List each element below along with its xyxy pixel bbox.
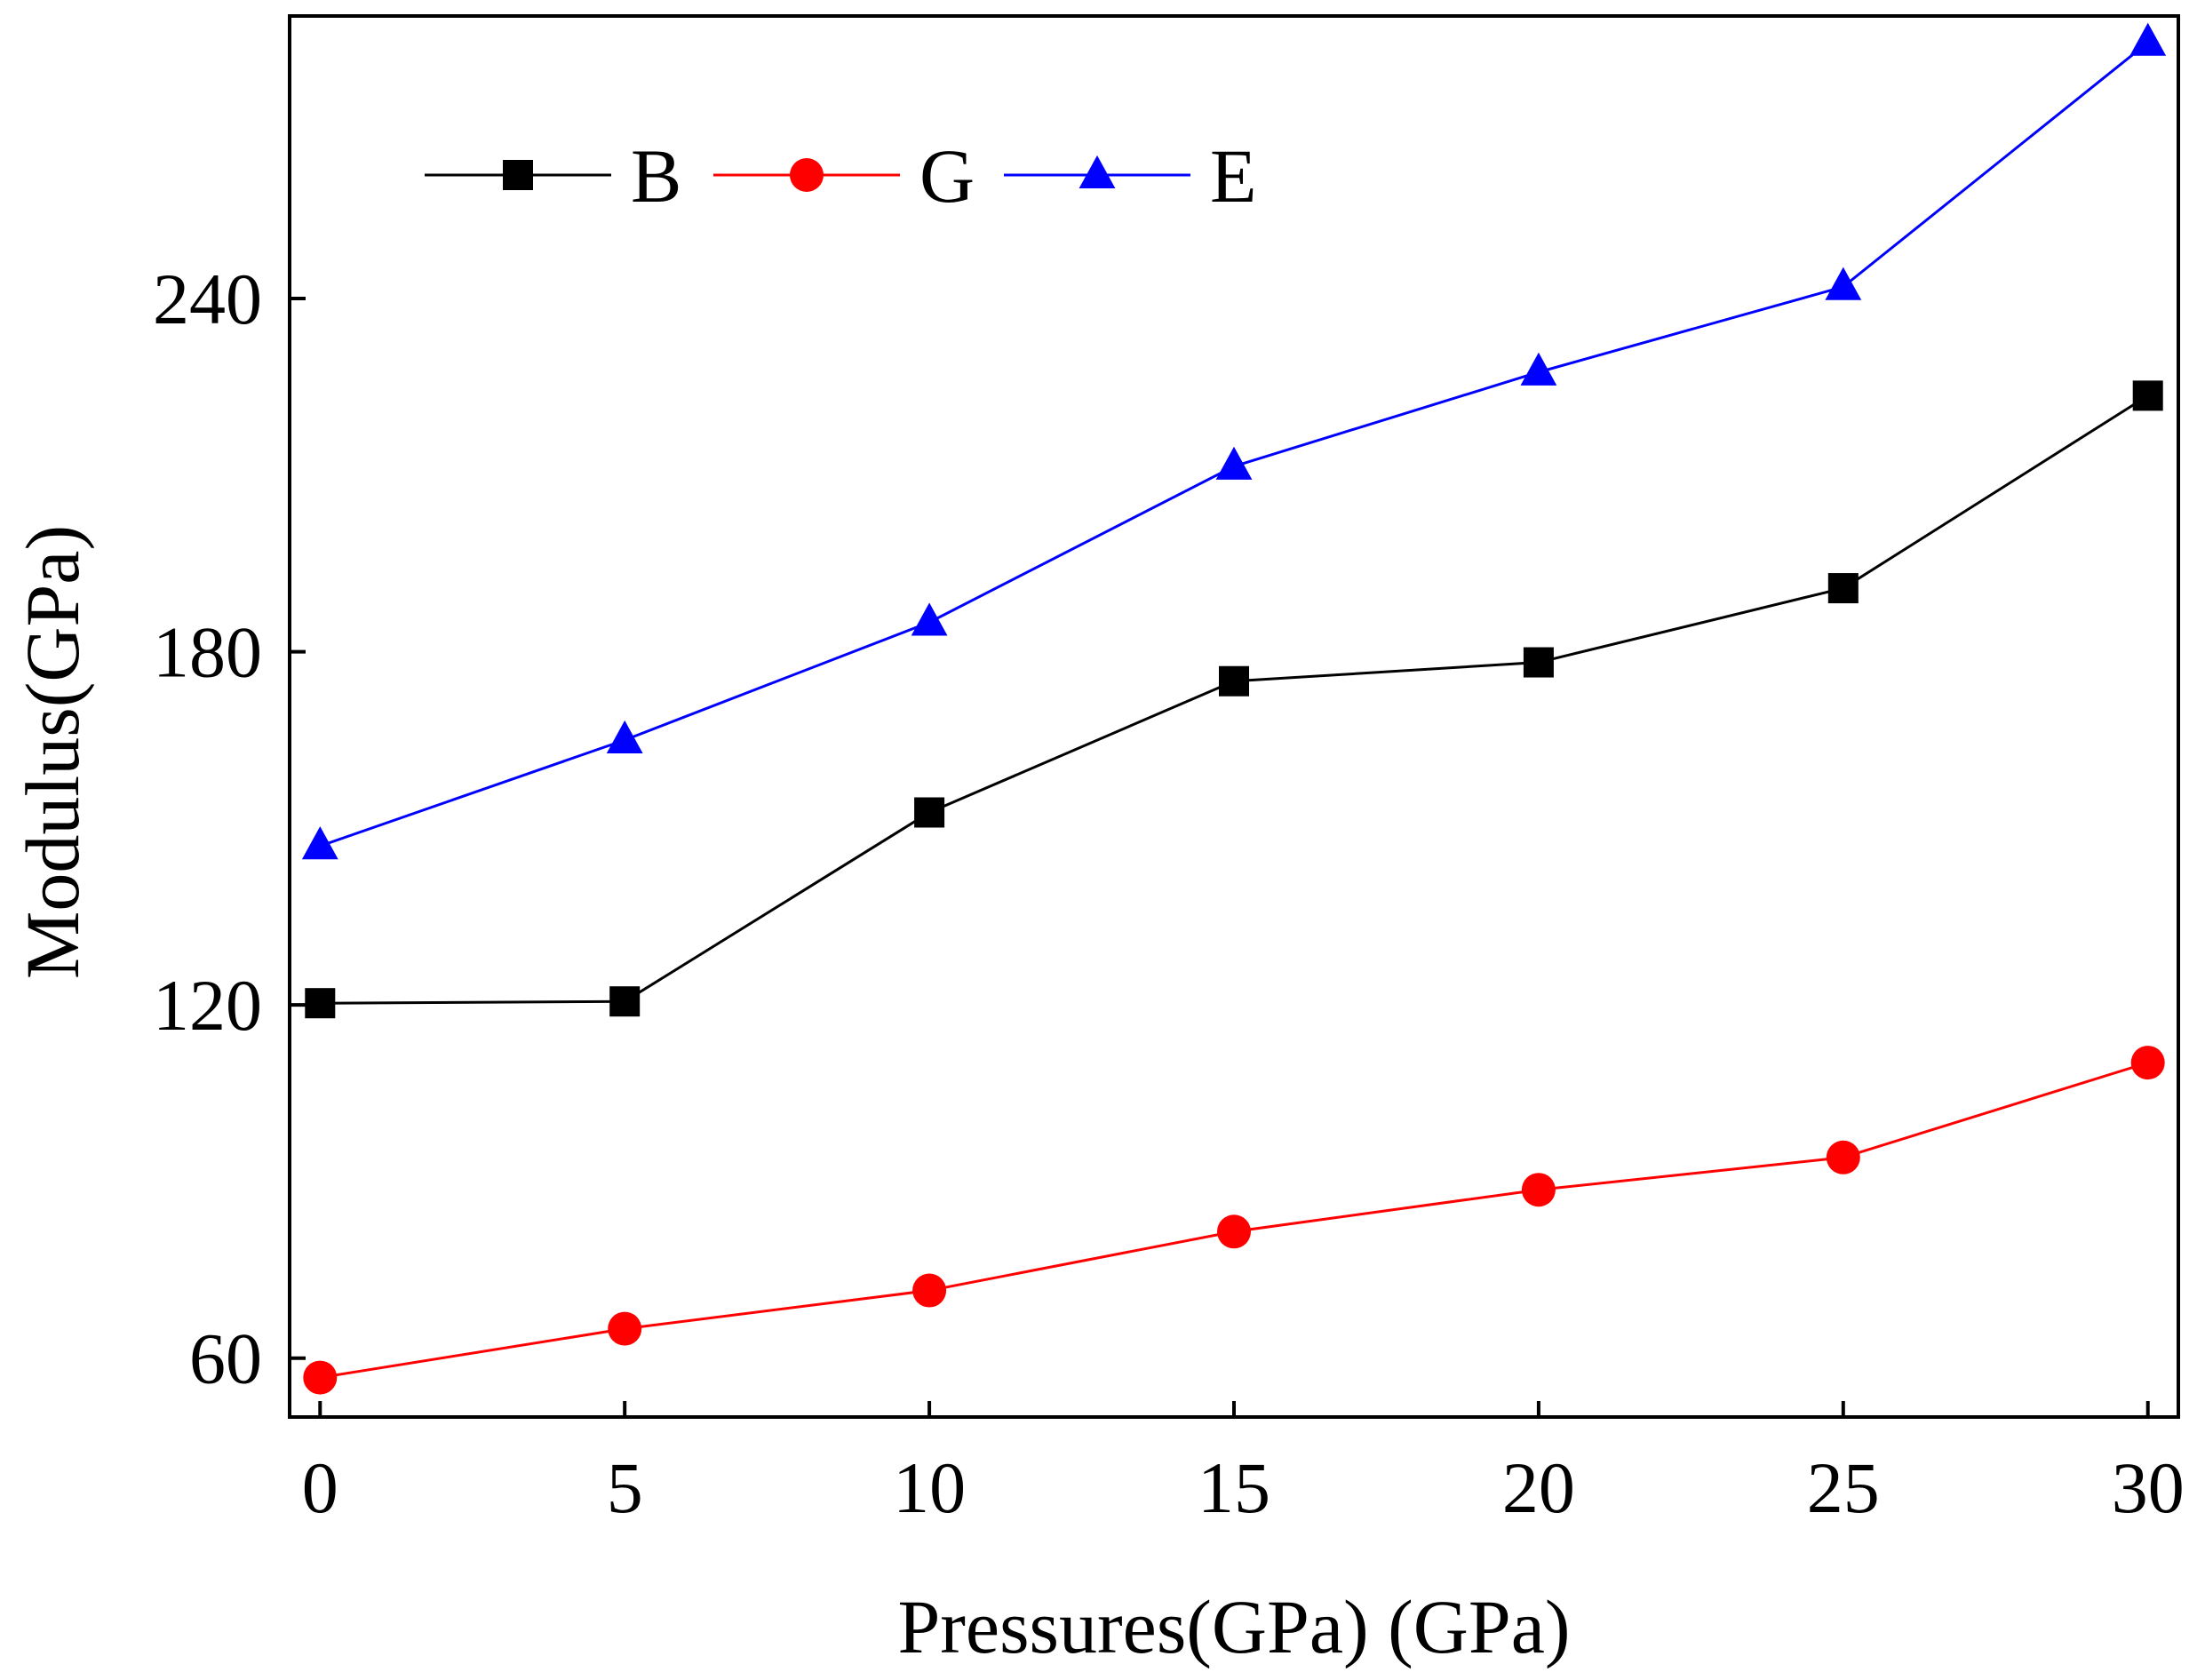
series-b-point <box>1827 573 1859 604</box>
series-b-point <box>1219 665 1249 697</box>
series-g-point <box>1217 1214 1251 1249</box>
legend-g-label: G <box>919 133 975 219</box>
x-tick-label: 5 <box>607 1447 643 1528</box>
series-e-point <box>606 720 643 753</box>
series-e-point <box>301 826 338 860</box>
series-e-point <box>1825 267 1862 300</box>
y-tick-label: 180 <box>153 612 262 693</box>
series-b-point <box>2132 380 2163 411</box>
legend-item-g: G <box>713 133 975 219</box>
legend-b-marker <box>503 160 533 190</box>
legend-b-label: B <box>631 133 681 219</box>
y-axis: 60 120 180 240 <box>153 259 306 1399</box>
series-e <box>301 22 2167 860</box>
y-axis-title: Modulus(GPa) <box>10 525 95 979</box>
series-b-line <box>320 394 2149 1005</box>
series-e-point <box>2129 22 2167 56</box>
x-tick-label: 30 <box>2112 1447 2185 1528</box>
series-b-point <box>305 988 336 1019</box>
y-tick-label: 240 <box>153 259 262 339</box>
series-layer <box>301 22 2167 1395</box>
series-b-point <box>1523 647 1554 678</box>
legend-e-label: E <box>1210 133 1257 219</box>
x-axis: 0 5 10 15 20 25 30 <box>302 1401 2185 1528</box>
x-tick-label: 10 <box>893 1447 966 1528</box>
legend-item-e: E <box>1004 133 1257 219</box>
y-tick-label: 120 <box>153 965 262 1046</box>
series-e-point <box>1215 446 1253 480</box>
series-g-point <box>303 1360 338 1395</box>
legend-g-marker <box>790 158 824 192</box>
x-tick-label: 15 <box>1198 1447 1270 1528</box>
series-b <box>305 380 2163 1019</box>
series-e-point <box>911 602 948 636</box>
series-b-point <box>609 986 641 1017</box>
series-g-point <box>2130 1046 2165 1080</box>
x-tick-label: 25 <box>1807 1447 1880 1528</box>
series-g <box>303 1046 2165 1395</box>
legend-item-b: B <box>425 133 681 219</box>
plot-area-frame <box>288 14 2180 1419</box>
series-g-point <box>1521 1173 1556 1207</box>
series-g-point <box>912 1273 947 1308</box>
series-g-point <box>608 1311 642 1346</box>
x-tick-label: 0 <box>302 1447 338 1528</box>
series-e-point <box>1520 352 1557 386</box>
series-b-point <box>914 797 945 828</box>
x-axis-title: Pressures(GPa) (GPa) <box>897 1584 1570 1669</box>
x-tick-label: 20 <box>1502 1447 1575 1528</box>
y-tick-label: 60 <box>189 1318 262 1399</box>
series-g-point <box>1826 1140 1860 1174</box>
legend-e-marker <box>1079 155 1116 188</box>
